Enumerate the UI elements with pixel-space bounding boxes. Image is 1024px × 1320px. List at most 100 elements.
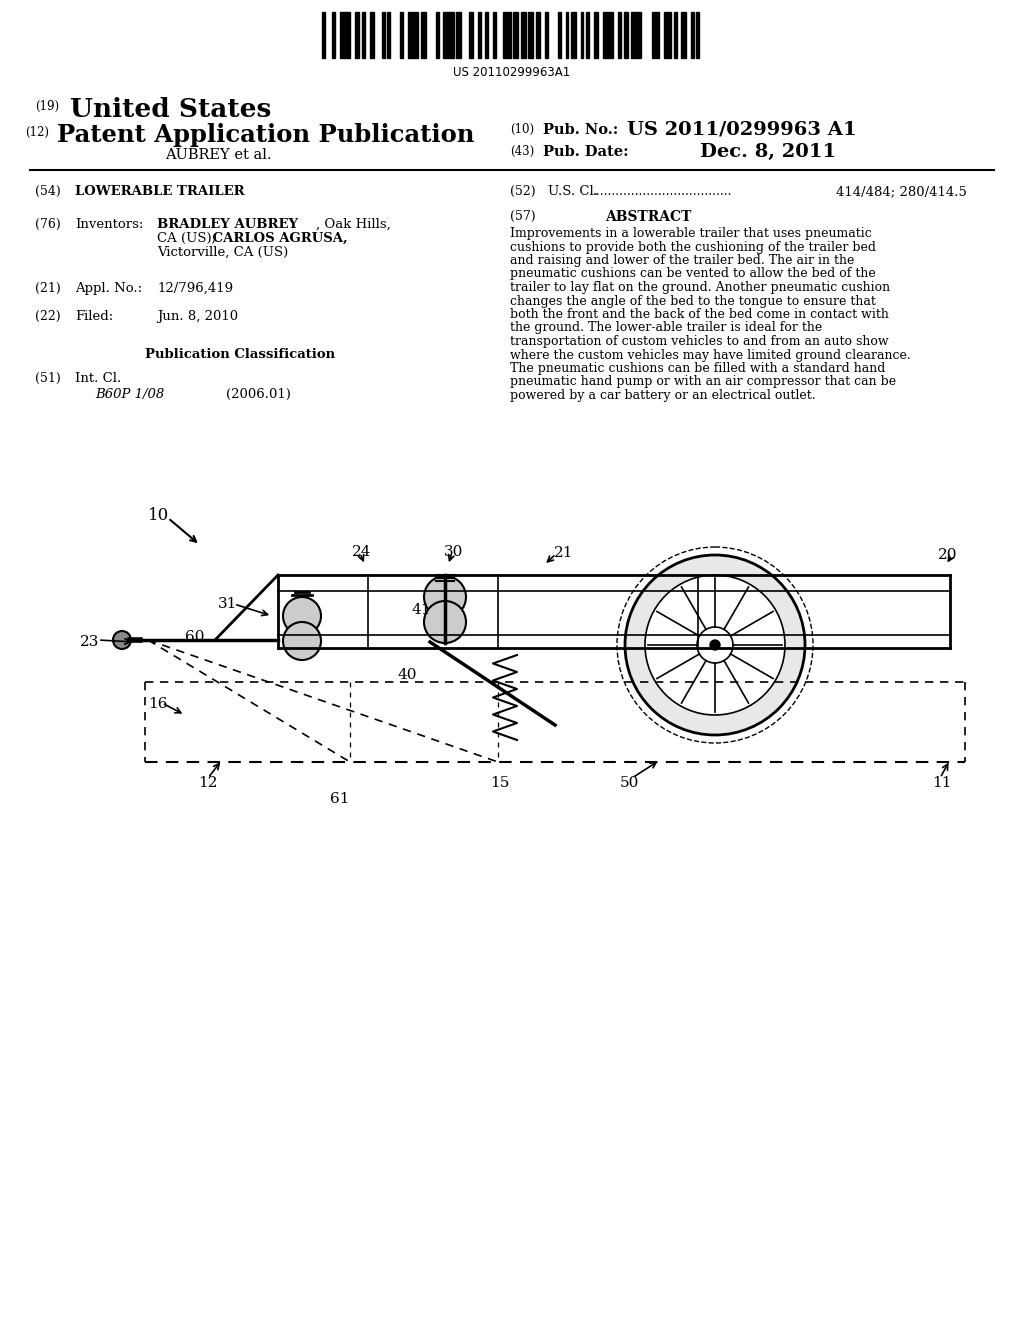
Bar	[565, 12, 568, 58]
Text: Pub. Date:: Pub. Date:	[543, 145, 629, 158]
Circle shape	[710, 640, 720, 649]
Text: 15: 15	[490, 776, 509, 789]
Bar	[521, 12, 525, 58]
Text: The pneumatic cushions can be filled with a standard hand: The pneumatic cushions can be filled wit…	[510, 362, 886, 375]
Text: US 20110299963A1: US 20110299963A1	[454, 66, 570, 79]
Text: AUBREY et al.: AUBREY et al.	[165, 148, 271, 162]
Bar	[603, 12, 613, 58]
Text: pneumatic cushions can be vented to allow the bed of the: pneumatic cushions can be vented to allo…	[510, 268, 876, 281]
Text: Inventors:: Inventors:	[75, 218, 143, 231]
Bar	[581, 12, 584, 58]
Text: US 2011/0299963 A1: US 2011/0299963 A1	[627, 121, 857, 139]
Text: 40: 40	[398, 668, 418, 682]
Bar	[545, 12, 548, 58]
Circle shape	[625, 554, 805, 735]
Bar	[469, 12, 473, 58]
Text: Filed:: Filed:	[75, 310, 114, 323]
Text: LOWERABLE TRAILER: LOWERABLE TRAILER	[75, 185, 245, 198]
Bar	[624, 12, 629, 58]
Text: 41: 41	[411, 603, 430, 616]
Text: (54): (54)	[35, 185, 60, 198]
Bar	[631, 12, 641, 58]
Bar	[558, 12, 561, 58]
Text: CARLOS AGRUSA,: CARLOS AGRUSA,	[208, 232, 347, 246]
Bar	[513, 12, 518, 58]
Text: 30: 30	[444, 545, 464, 558]
Text: powered by a car battery or an electrical outlet.: powered by a car battery or an electrica…	[510, 389, 816, 403]
Text: the ground. The lower-able trailer is ideal for the: the ground. The lower-able trailer is id…	[510, 322, 822, 334]
Text: (57): (57)	[510, 210, 536, 223]
Bar	[436, 12, 438, 58]
Text: (51): (51)	[35, 372, 60, 385]
Text: (19): (19)	[35, 100, 59, 114]
Bar	[674, 12, 677, 58]
Text: Int. Cl.: Int. Cl.	[75, 372, 121, 385]
Bar	[421, 12, 426, 58]
Text: BRADLEY AUBREY: BRADLEY AUBREY	[157, 218, 298, 231]
Bar	[332, 12, 335, 58]
Bar	[340, 12, 350, 58]
Text: 60: 60	[185, 630, 205, 644]
Text: 414/484; 280/414.5: 414/484; 280/414.5	[836, 185, 967, 198]
Text: 12: 12	[198, 776, 217, 789]
Bar	[443, 12, 454, 58]
Bar	[594, 12, 598, 58]
Text: Improvements in a lowerable trailer that uses pneumatic: Improvements in a lowerable trailer that…	[510, 227, 871, 240]
Bar	[536, 12, 541, 58]
Bar	[382, 12, 385, 58]
Bar	[457, 12, 461, 58]
Text: where the custom vehicles may have limited ground clearance.: where the custom vehicles may have limit…	[510, 348, 910, 362]
Text: CA (US);: CA (US);	[157, 232, 216, 246]
Bar	[664, 12, 671, 58]
Text: (12): (12)	[25, 125, 49, 139]
Text: Jun. 8, 2010: Jun. 8, 2010	[157, 310, 239, 323]
Bar	[493, 12, 496, 58]
Text: Dec. 8, 2011: Dec. 8, 2011	[700, 143, 837, 161]
Text: changes the angle of the bed to the tongue to ensure that: changes the angle of the bed to the tong…	[510, 294, 876, 308]
Text: 50: 50	[620, 776, 639, 789]
Bar	[370, 12, 375, 58]
Text: U.S. Cl.: U.S. Cl.	[548, 185, 598, 198]
Text: 31: 31	[218, 597, 238, 611]
Text: Appl. No.:: Appl. No.:	[75, 282, 142, 294]
Bar	[651, 12, 659, 58]
Text: (52): (52)	[510, 185, 536, 198]
Text: (76): (76)	[35, 218, 60, 231]
Bar	[322, 12, 325, 58]
Text: trailer to lay flat on the ground. Another pneumatic cushion: trailer to lay flat on the ground. Anoth…	[510, 281, 890, 294]
Bar	[681, 12, 686, 58]
Bar	[408, 12, 418, 58]
Circle shape	[645, 576, 785, 715]
Text: 16: 16	[148, 697, 168, 711]
Bar	[696, 12, 699, 58]
Text: (2006.01): (2006.01)	[226, 388, 291, 401]
Text: transportation of custom vehicles to and from an auto show: transportation of custom vehicles to and…	[510, 335, 889, 348]
Bar	[400, 12, 403, 58]
Circle shape	[424, 601, 466, 643]
Bar	[586, 12, 589, 58]
Bar	[387, 12, 390, 58]
Text: 21: 21	[554, 546, 573, 560]
Text: 61: 61	[330, 792, 349, 807]
Text: Publication Classification: Publication Classification	[145, 348, 335, 360]
Text: 24: 24	[352, 545, 372, 558]
Circle shape	[283, 622, 321, 660]
Bar	[478, 12, 480, 58]
Text: 11: 11	[932, 776, 951, 789]
Bar	[503, 12, 511, 58]
Bar	[571, 12, 575, 58]
Bar	[362, 12, 365, 58]
Text: Patent Application Publication: Patent Application Publication	[57, 123, 474, 147]
Text: (10): (10)	[510, 123, 535, 136]
Bar	[691, 12, 693, 58]
Circle shape	[113, 631, 131, 649]
Text: 10: 10	[148, 507, 169, 524]
Text: United States: United States	[70, 96, 271, 121]
Circle shape	[424, 576, 466, 618]
Circle shape	[283, 597, 321, 635]
Bar	[617, 12, 621, 58]
Bar	[528, 12, 534, 58]
Text: Pub. No.:: Pub. No.:	[543, 123, 618, 137]
Text: pneumatic hand pump or with an air compressor that can be: pneumatic hand pump or with an air compr…	[510, 375, 896, 388]
Text: (43): (43)	[510, 145, 535, 158]
